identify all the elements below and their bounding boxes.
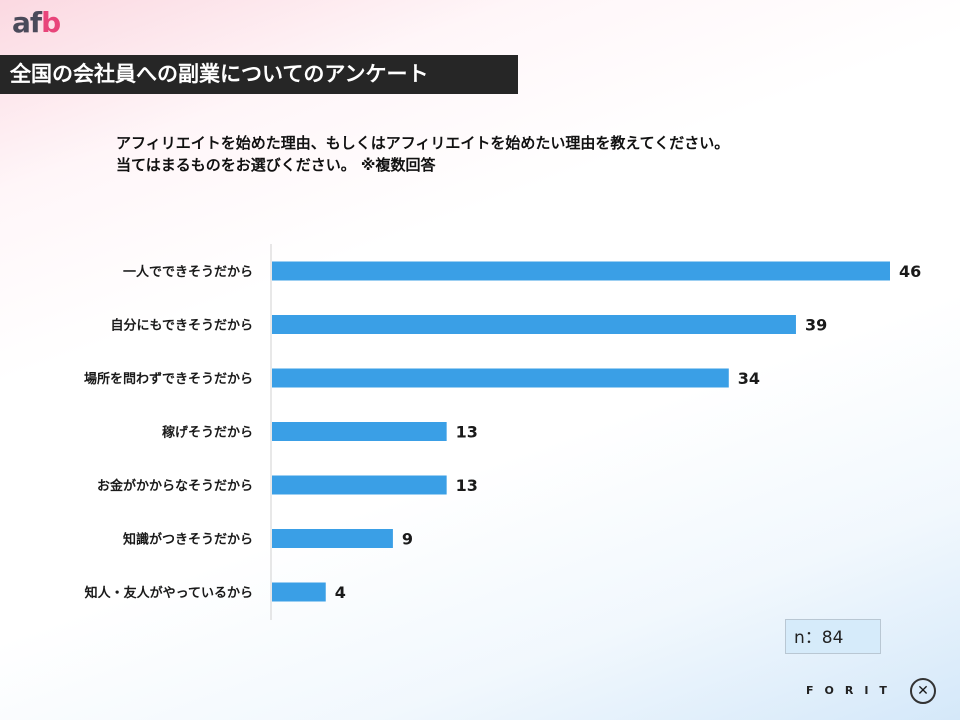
data-label: 34 bbox=[738, 369, 760, 388]
bar bbox=[272, 368, 729, 388]
bar bbox=[272, 422, 447, 441]
category-label: 場所を問わずできそうだから bbox=[84, 371, 253, 387]
bar bbox=[272, 261, 890, 281]
data-label: 46 bbox=[899, 262, 921, 281]
category-label: 知人・友人がやっているから bbox=[85, 585, 253, 601]
afb-logo: afb bbox=[12, 6, 61, 39]
bar bbox=[272, 582, 326, 602]
category-label: 一人でできそうだから bbox=[123, 264, 253, 280]
category-label: 稼げそうだから bbox=[162, 425, 253, 441]
survey-question: アフィリエイトを始めた理由、もしくはアフィリエイトを始めたい理由を教えてください… bbox=[116, 132, 729, 176]
forit-brand: FORIT bbox=[806, 684, 898, 697]
sample-size-box: n：84 bbox=[785, 619, 881, 654]
page-title: 全国の会社員への副業についてのアンケート bbox=[0, 55, 518, 94]
data-label: 39 bbox=[805, 316, 827, 335]
data-label: 9 bbox=[402, 530, 413, 549]
bar bbox=[272, 475, 447, 495]
bar bbox=[272, 315, 796, 334]
category-label: 自分にもできそうだから bbox=[111, 318, 253, 334]
category-label: お金がかからなそうだから bbox=[97, 478, 253, 494]
data-label: 13 bbox=[456, 423, 478, 442]
category-label: 知識がつきそうだから bbox=[123, 532, 253, 548]
bar bbox=[272, 529, 393, 548]
data-label: 4 bbox=[335, 583, 346, 602]
data-label: 13 bbox=[456, 476, 478, 495]
question-line-2: 当てはまるものをお選びください。 ※複数回答 bbox=[116, 156, 436, 174]
forit-mark-icon: ✕ bbox=[910, 678, 936, 704]
question-line-1: アフィリエイトを始めた理由、もしくはアフィリエイトを始めたい理由を教えてください… bbox=[116, 134, 730, 152]
